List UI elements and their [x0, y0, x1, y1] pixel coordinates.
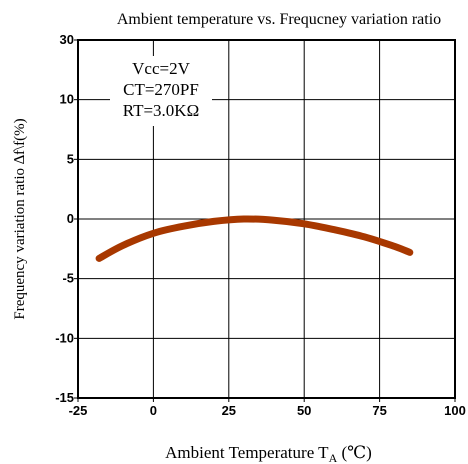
- y-tick-label: -5: [62, 271, 74, 286]
- y-tick-label: 5: [67, 151, 74, 166]
- x-tick-label: 50: [297, 403, 311, 418]
- x-tick-label: -25: [69, 403, 88, 418]
- x-axis-label-subscript: A: [329, 451, 338, 464]
- annotation-line-2: CT=270PF: [123, 80, 199, 99]
- annotation-line-1: Vcc=2V: [132, 59, 190, 78]
- x-axis-label-unit: (℃): [337, 443, 372, 462]
- plot-frame: [77, 39, 456, 399]
- x-axis-label-main: Ambient Temperature T: [165, 443, 329, 462]
- y-tick-label: 0: [67, 211, 74, 226]
- series-layer: [95, 215, 414, 262]
- y-tick-label: 10: [60, 92, 74, 107]
- annotation-background: [110, 56, 212, 126]
- x-tick-label: 25: [222, 403, 236, 418]
- x-tick-label: 100: [444, 403, 466, 418]
- y-tick-label: -15: [55, 390, 74, 405]
- y-tick-label: -10: [55, 330, 74, 345]
- x-tick-label: 0: [150, 403, 157, 418]
- x-axis-label: Ambient Temperature TA (℃): [165, 443, 372, 464]
- chart-title: Ambient temperature vs. Frequcney variat…: [117, 11, 441, 28]
- parameter-annotation: Vcc=2V CT=270PF RT=3.0KΩ: [110, 56, 212, 126]
- annotation-line-3: RT=3.0KΩ: [123, 101, 199, 120]
- series-line: [95, 215, 414, 262]
- y-axis-label: Frequency variation ratio ∆f\f(%): [12, 118, 28, 319]
- y-tick-label: 30: [60, 32, 74, 47]
- x-tick-label: 75: [372, 403, 386, 418]
